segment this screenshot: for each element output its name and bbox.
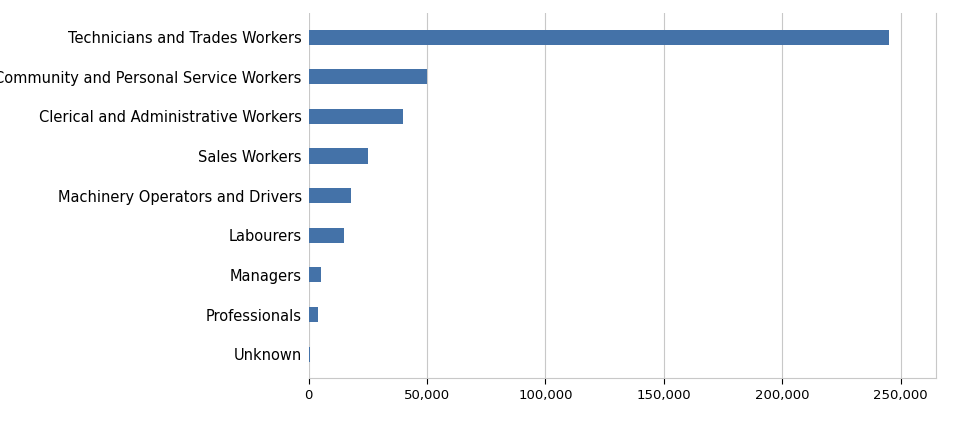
Bar xyxy=(309,109,403,124)
Bar xyxy=(309,267,320,283)
Bar xyxy=(309,69,427,84)
Bar xyxy=(309,188,351,203)
Bar xyxy=(309,30,889,45)
Bar xyxy=(309,307,318,322)
Bar xyxy=(309,148,368,163)
Bar xyxy=(309,228,345,243)
